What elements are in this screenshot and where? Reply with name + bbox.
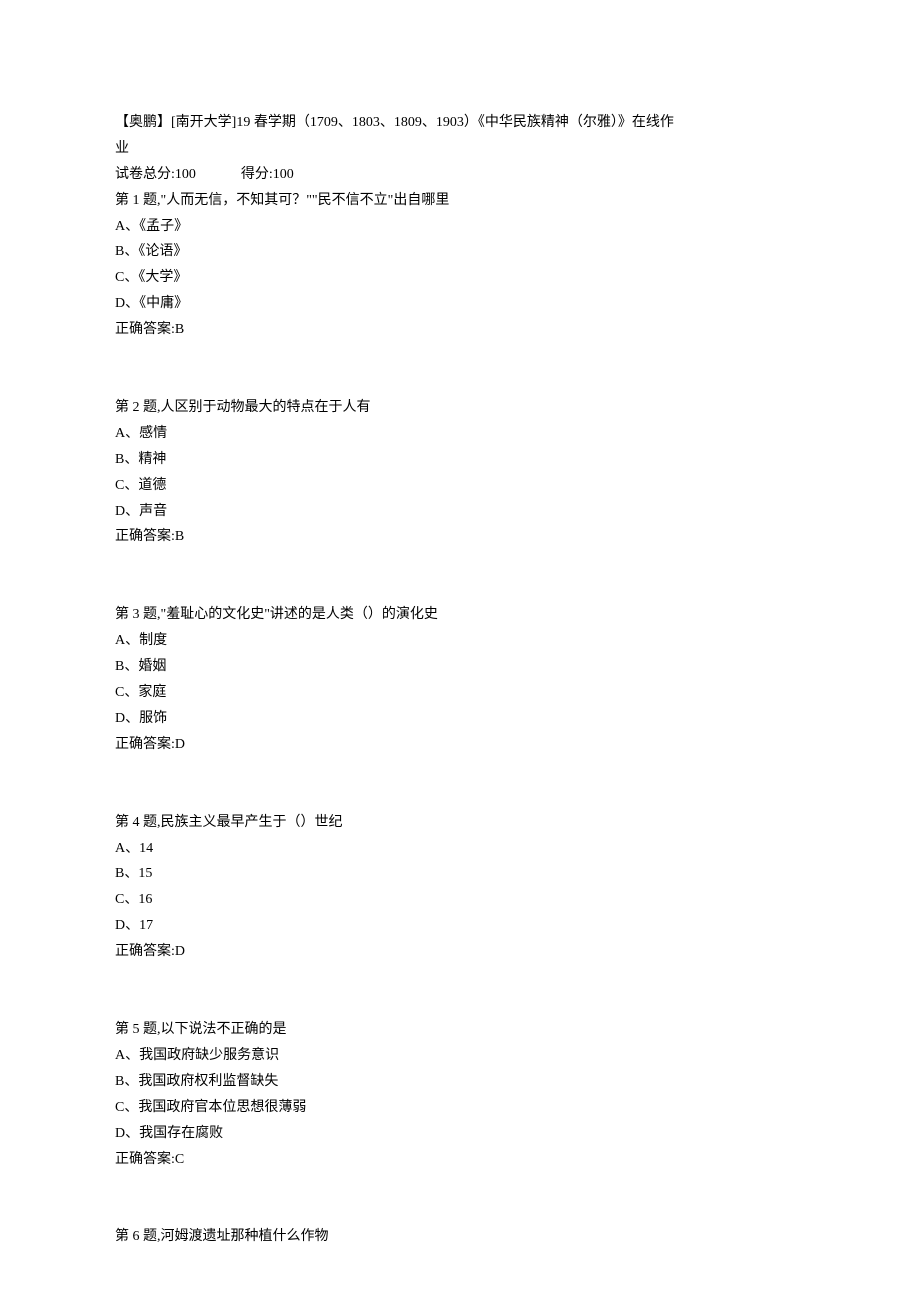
option-c: C、家庭 xyxy=(115,680,805,706)
answer: 正确答案:B xyxy=(115,524,805,550)
question-2: 第 2 题,人区别于动物最大的特点在于人有 A、感情 B、精神 C、道德 D、声… xyxy=(115,395,805,550)
option-b: B、精神 xyxy=(115,447,805,473)
option-d: D、声音 xyxy=(115,499,805,525)
option-b: B、婚姻 xyxy=(115,654,805,680)
option-d: D、《中庸》 xyxy=(115,291,805,317)
gap xyxy=(115,343,805,395)
answer: 正确答案:D xyxy=(115,939,805,965)
option-a: A、感情 xyxy=(115,421,805,447)
question-text: 第 5 题,以下说法不正确的是 xyxy=(115,1017,805,1043)
answer: 正确答案:B xyxy=(115,317,805,343)
question-6: 第 6 题,河姆渡遗址那种植什么作物 xyxy=(115,1224,805,1250)
option-b: B、15 xyxy=(115,861,805,887)
score-line: 试卷总分:100 得分:100 xyxy=(115,162,805,188)
question-text: 第 1 题,"人而无信，不知其可？""民不信不立"出自哪里 xyxy=(115,188,805,214)
option-c: C、我国政府官本位思想很薄弱 xyxy=(115,1095,805,1121)
question-1: 第 1 题,"人而无信，不知其可？""民不信不立"出自哪里 A、《孟子》 B、《… xyxy=(115,188,805,343)
option-a: A、制度 xyxy=(115,628,805,654)
option-d: D、17 xyxy=(115,913,805,939)
option-b: B、我国政府权利监督缺失 xyxy=(115,1069,805,1095)
option-c: C、道德 xyxy=(115,473,805,499)
option-d: D、我国存在腐败 xyxy=(115,1121,805,1147)
question-3: 第 3 题,"羞耻心的文化史"讲述的是人类（）的演化史 A、制度 B、婚姻 C、… xyxy=(115,602,805,757)
question-text: 第 3 题,"羞耻心的文化史"讲述的是人类（）的演化史 xyxy=(115,602,805,628)
answer: 正确答案:C xyxy=(115,1147,805,1173)
gap xyxy=(115,1172,805,1224)
answer: 正确答案:D xyxy=(115,732,805,758)
score-got: 得分:100 xyxy=(241,167,294,182)
option-a: A、14 xyxy=(115,836,805,862)
option-b: B、《论语》 xyxy=(115,239,805,265)
option-a: A、《孟子》 xyxy=(115,214,805,240)
score-total: 试卷总分:100 xyxy=(115,167,196,182)
header-line-1: 【奥鹏】[南开大学]19 春学期（1709、1803、1809、1903）《中华… xyxy=(115,110,805,136)
question-text: 第 6 题,河姆渡遗址那种植什么作物 xyxy=(115,1224,805,1250)
question-text: 第 4 题,民族主义最早产生于（）世纪 xyxy=(115,810,805,836)
gap xyxy=(115,965,805,1017)
question-text: 第 2 题,人区别于动物最大的特点在于人有 xyxy=(115,395,805,421)
gap xyxy=(115,550,805,602)
option-c: C、《大学》 xyxy=(115,265,805,291)
option-c: C、16 xyxy=(115,887,805,913)
option-a: A、我国政府缺少服务意识 xyxy=(115,1043,805,1069)
header-line-2: 业 xyxy=(115,136,805,162)
question-4: 第 4 题,民族主义最早产生于（）世纪 A、14 B、15 C、16 D、17 … xyxy=(115,810,805,965)
option-d: D、服饰 xyxy=(115,706,805,732)
question-5: 第 5 题,以下说法不正确的是 A、我国政府缺少服务意识 B、我国政府权利监督缺… xyxy=(115,1017,805,1172)
gap xyxy=(115,758,805,810)
